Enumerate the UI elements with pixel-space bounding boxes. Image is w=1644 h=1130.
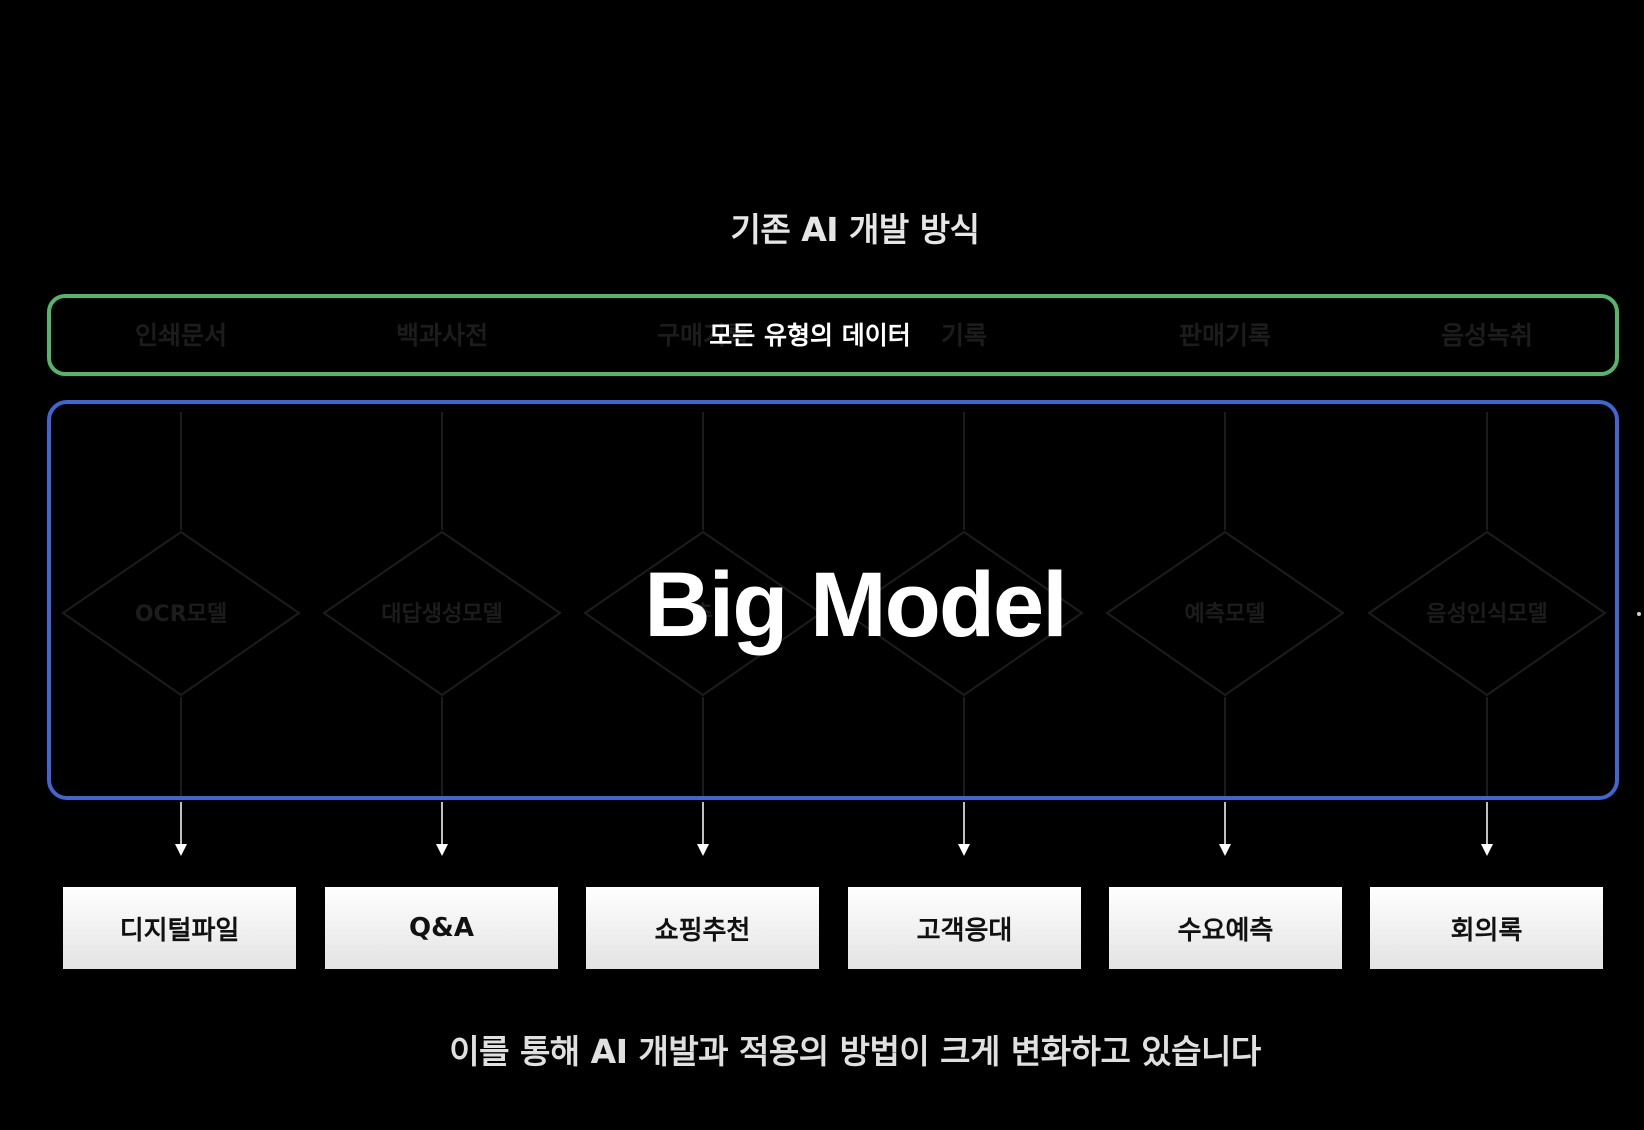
faint-model-diamond <box>1105 530 1345 697</box>
faint-source-label: 음성녹취 <box>1441 321 1533 350</box>
output-arrows <box>175 802 1493 856</box>
faint-model-diamond <box>1367 530 1607 697</box>
big-model-label: Big Model <box>644 554 1068 656</box>
faint-source-label: 백과사전 <box>396 321 488 350</box>
faint-model-diamond <box>61 530 301 697</box>
faint-model-diamond <box>583 530 823 697</box>
output-customer-care: 고객응대 <box>848 887 1081 969</box>
faint-model-label: 대답생성모델 <box>381 602 502 627</box>
footer-caption: 이를 통해 AI 개발과 적용의 방법이 크게 변화하고 있습니다 <box>449 1032 1261 1071</box>
faint-source-label: 판매기록 <box>1179 321 1271 350</box>
faint-model-diamond <box>322 530 562 697</box>
faint-model-label: 예측모델 <box>1185 602 1266 627</box>
output-digital-file: 디지털파일 <box>63 887 296 969</box>
faint-model-label: 추 <box>693 602 713 627</box>
faint-source-label: 기록 <box>941 321 987 350</box>
output-meeting-minutes: 회의록 <box>1370 887 1603 969</box>
all-data-label: 모든 유형의 데이터 <box>709 321 911 350</box>
page-title: 기존 AI 개발 방식 <box>730 210 980 249</box>
output-shopping-rec: 쇼핑추천 <box>586 887 819 969</box>
output-qna: Q&A <box>325 887 558 969</box>
faint-model-label: OCR모델 <box>135 602 227 627</box>
edge-dot <box>1637 612 1641 616</box>
faint-source-label: 인쇄문서 <box>135 321 227 350</box>
faint-source-label: 구매기록 <box>657 321 749 350</box>
output-demand-forecast: 수요예측 <box>1109 887 1342 969</box>
all-data-box <box>47 294 1619 376</box>
faint-model-diamond <box>844 530 1084 697</box>
faint-model-label: 음성인식모델 <box>1426 602 1547 627</box>
big-model-box <box>47 400 1619 800</box>
